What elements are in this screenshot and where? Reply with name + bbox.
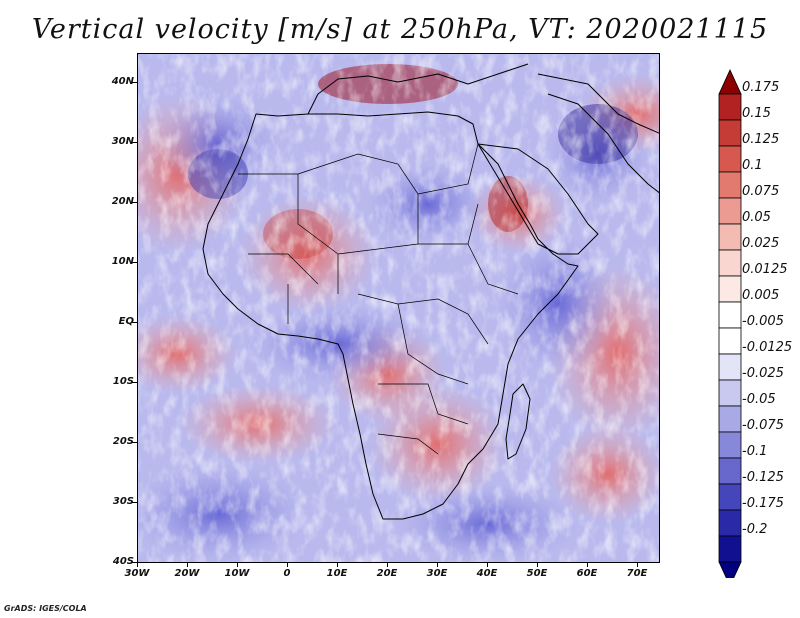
lon-tick <box>237 563 238 567</box>
colorbar-bottom-arrow <box>718 561 742 578</box>
lon-label: 30W <box>124 568 150 579</box>
colorbar-segment <box>718 327 742 355</box>
credit-text: GrADS: IGES/COLA <box>4 604 87 613</box>
colorbar-label: 0.1 <box>742 158 763 173</box>
colorbar-segment <box>718 223 742 251</box>
country-borders <box>238 143 519 455</box>
lon-tick <box>487 563 488 567</box>
lon-label: 0 <box>283 568 291 579</box>
colorbar-label: -0.1 <box>742 444 768 459</box>
lat-tick <box>132 502 137 503</box>
colorbar-segment <box>718 483 742 511</box>
map-panel <box>137 53 660 563</box>
coastlines <box>202 63 659 520</box>
lat-tick <box>132 442 137 443</box>
lat-label: 30S <box>112 496 134 507</box>
colorbar-label: -0.0125 <box>742 340 793 355</box>
lon-label: 20E <box>376 568 398 579</box>
lon-label: 70E <box>626 568 648 579</box>
lat-tick <box>132 82 137 83</box>
colorbar-label: 0.125 <box>742 132 780 147</box>
colorbar-segment <box>718 171 742 199</box>
plot-title: Vertical velocity [m/s] at 250hPa, VT: 2… <box>31 14 769 45</box>
lon-tick <box>437 563 438 567</box>
lat-tick <box>132 202 137 203</box>
lat-label: EQ <box>118 316 134 327</box>
colorbar-label: 0.15 <box>742 106 771 121</box>
lon-label: 40E <box>476 568 498 579</box>
colorbar-segment <box>718 457 742 485</box>
lon-label: 10W <box>224 568 250 579</box>
colorbar-label: 0.025 <box>742 236 780 251</box>
colorbar-segment <box>718 509 742 537</box>
lon-tick <box>587 563 588 567</box>
colorbar-label: 0.075 <box>742 184 780 199</box>
lon-tick <box>387 563 388 567</box>
colorbar-label: -0.025 <box>742 366 784 381</box>
colorbar-segment <box>718 145 742 173</box>
colorbar-label: -0.175 <box>742 496 784 511</box>
colorbar-segment <box>718 535 742 563</box>
lon-label: 60E <box>576 568 598 579</box>
colorbar <box>718 69 742 578</box>
colorbar-segment <box>718 405 742 433</box>
colorbar-segment <box>718 379 742 407</box>
colorbar-segment <box>718 93 742 121</box>
colorbar-segment <box>718 275 742 303</box>
colorbar-top-arrow <box>718 69 742 95</box>
colorbar-segment <box>718 249 742 277</box>
lon-label: 50E <box>526 568 548 579</box>
colorbar-label: -0.125 <box>742 470 784 485</box>
lat-label: 20S <box>112 436 134 447</box>
colorbar-segment <box>718 431 742 459</box>
lat-label: 10N <box>111 256 134 267</box>
lon-label: 10E <box>326 568 348 579</box>
lat-label: 10S <box>112 376 134 387</box>
vertical-velocity-field <box>138 54 659 562</box>
colorbar-segment <box>718 353 742 381</box>
lat-label: 40N <box>111 76 134 87</box>
colorbar-label: 0.175 <box>742 80 780 95</box>
colorbar-label: -0.05 <box>742 392 776 407</box>
lat-label: 20N <box>111 196 134 207</box>
lat-label: 30N <box>111 136 134 147</box>
lon-tick <box>187 563 188 567</box>
colorbar-label: 0.05 <box>742 210 771 225</box>
lat-tick <box>132 322 137 323</box>
lon-tick <box>337 563 338 567</box>
lat-label: 40S <box>112 556 134 567</box>
colorbar-label: 0.005 <box>742 288 780 303</box>
lon-label: 30E <box>426 568 448 579</box>
lon-tick <box>637 563 638 567</box>
colorbar-label: -0.075 <box>742 418 784 433</box>
lat-tick <box>132 142 137 143</box>
colorbar-label: 0.0125 <box>742 262 788 277</box>
lat-tick <box>132 262 137 263</box>
colorbar-segment <box>718 197 742 225</box>
colorbar-segment <box>718 301 742 329</box>
colorbar-label: -0.2 <box>742 522 768 537</box>
lon-label: 20W <box>174 568 200 579</box>
colorbar-label: -0.005 <box>742 314 784 329</box>
lat-tick <box>132 562 137 563</box>
lon-tick <box>537 563 538 567</box>
lat-tick <box>132 382 137 383</box>
colorbar-segment <box>718 119 742 147</box>
lon-tick <box>287 563 288 567</box>
lon-tick <box>137 563 138 567</box>
